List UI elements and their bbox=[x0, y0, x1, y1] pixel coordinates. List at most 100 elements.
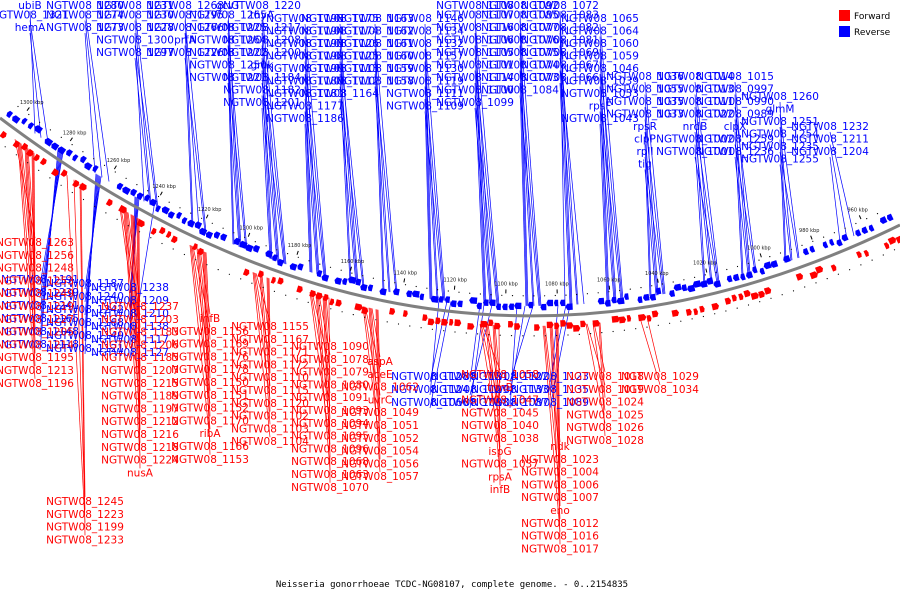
forward-gene-label: NGTW08_1093 bbox=[291, 405, 369, 417]
forward-gene-arrow bbox=[534, 324, 540, 331]
scale-dot bbox=[612, 330, 614, 333]
reverse-gene-arrow bbox=[234, 237, 241, 246]
reverse-gene-arrow bbox=[438, 296, 444, 303]
forward-gene-label: NGTW08_1170 bbox=[171, 415, 249, 427]
reverse-gene-label: NGTW08_1238 bbox=[91, 282, 169, 294]
forward-gene-label: NGTW08_1256 bbox=[0, 250, 74, 262]
forward-gene-arrow bbox=[514, 323, 521, 330]
label-connector bbox=[227, 10, 242, 248]
label-connector bbox=[29, 32, 42, 138]
label-connector bbox=[377, 309, 381, 383]
reverse-gene-arrow bbox=[611, 296, 617, 304]
reverse-gene-arrow bbox=[253, 245, 261, 253]
forward-gene-label: NGTW08_1253 bbox=[0, 275, 74, 287]
scale-dot bbox=[352, 314, 354, 316]
label-connector bbox=[261, 82, 285, 264]
label-connector bbox=[694, 94, 713, 284]
scale-dot bbox=[855, 222, 857, 225]
reverse-gene-label: rpsR bbox=[633, 121, 657, 133]
label-connector bbox=[424, 86, 438, 300]
forward-gene-arrow bbox=[26, 148, 34, 157]
forward-gene-label: NGTW08_1006 bbox=[521, 479, 599, 491]
reverse-gene-label: NGTW08_1242 bbox=[46, 304, 124, 316]
reverse-gene-label: NGTW08_1075 bbox=[481, 47, 559, 59]
scale-dot bbox=[866, 218, 868, 220]
scale-dot bbox=[341, 311, 343, 313]
forward-gene-label: nusA bbox=[127, 467, 154, 479]
scale-label: 1180 kbp bbox=[288, 243, 312, 249]
reverse-gene-arrow bbox=[637, 296, 643, 304]
label-connector bbox=[134, 10, 159, 209]
scale-dot bbox=[871, 259, 873, 261]
reverse-gene-label: NGTW08_1036 bbox=[606, 71, 684, 83]
forward-gene-label: NGTW08_1056 bbox=[341, 458, 419, 470]
forward-gene-label: NGTW08_1062 bbox=[341, 382, 419, 394]
reverse-gene-label: NGTW08_1135 bbox=[511, 384, 589, 396]
label-connector bbox=[184, 57, 206, 233]
reverse-gene-label: NGTW08_1228 bbox=[96, 22, 174, 34]
label-connector bbox=[261, 107, 271, 259]
scale-dot bbox=[490, 294, 492, 296]
reverse-gene-arrow bbox=[855, 229, 862, 237]
reverse-gene-label: NGTW08_1138 bbox=[91, 321, 169, 333]
scale-dot bbox=[576, 293, 578, 296]
scale-dot bbox=[499, 334, 501, 336]
reverse-gene-label: NGTW08_1225 bbox=[189, 22, 267, 34]
forward-gene-arrow bbox=[795, 273, 803, 281]
reverse-gene-label: NGTW08_1235 bbox=[741, 141, 819, 153]
reverse-gene-label: NGTW08_1083 bbox=[521, 10, 599, 22]
forward-gene-label: NGTW08_1115 bbox=[231, 385, 309, 397]
scale-dot bbox=[222, 227, 224, 229]
reverse-gene-label: NGTW08_1001 bbox=[656, 146, 734, 158]
label-connector bbox=[261, 57, 279, 262]
reverse-gene-label: NGTW08_1066 bbox=[521, 72, 599, 84]
reverse-gene-label: NGTW08_1182 bbox=[223, 85, 301, 97]
scale-dot bbox=[297, 256, 299, 258]
scale-dot bbox=[372, 277, 374, 279]
label-connector bbox=[779, 151, 799, 259]
forward-gene-label: NGTW08_1224 bbox=[101, 455, 179, 467]
label-connector bbox=[585, 323, 606, 424]
reverse-gene-label: NGTW08_1220 bbox=[223, 0, 301, 12]
reverse-gene-label: NGTW08_1011 bbox=[656, 96, 734, 108]
label-connector bbox=[84, 10, 110, 182]
label-connector bbox=[328, 297, 331, 483]
label-connector bbox=[474, 20, 500, 306]
forward-gene-arrow bbox=[51, 168, 59, 177]
forward-gene-arrow bbox=[883, 242, 890, 250]
reverse-gene-arrow bbox=[783, 255, 791, 263]
forward-gene-arrow bbox=[480, 320, 489, 328]
reverse-gene-label: NGTW08_1168 bbox=[46, 317, 124, 329]
reverse-gene-label: NGTW08_1076 bbox=[481, 35, 559, 47]
label-connector bbox=[73, 179, 86, 510]
label-connector bbox=[134, 32, 145, 202]
label-connector bbox=[474, 95, 498, 306]
reverse-gene-label: NGTW08_1251 bbox=[741, 116, 819, 128]
scale-dot bbox=[447, 290, 449, 292]
reverse-gene-label: NGTW08_1240 bbox=[46, 291, 124, 303]
forward-gene-label: NGTW08_1110 bbox=[231, 372, 309, 384]
scale-dot bbox=[704, 274, 706, 276]
label-connector bbox=[599, 86, 609, 302]
forward-gene-label: NGTW08_1172 bbox=[231, 359, 309, 371]
label-connector bbox=[429, 301, 452, 409]
label-connector bbox=[259, 274, 271, 425]
scale-dot bbox=[657, 324, 659, 326]
reverse-gene-arrow bbox=[508, 303, 514, 310]
forward-gene-label: NGTW08_1199 bbox=[46, 522, 124, 534]
forward-gene-arrow bbox=[830, 264, 837, 272]
scale-dot bbox=[747, 304, 750, 306]
reverse-gene-label: NGTW08_1268 bbox=[146, 0, 224, 12]
label-connector bbox=[424, 48, 439, 300]
label-connector bbox=[79, 183, 86, 536]
scale-dot bbox=[351, 272, 353, 274]
label-connector bbox=[519, 82, 527, 306]
scale-dot bbox=[876, 213, 879, 215]
forward-gene-label: aceE bbox=[367, 369, 392, 381]
genome-backbone bbox=[0, 116, 900, 318]
reverse-gene-arrow bbox=[770, 260, 779, 268]
reverse-gene-label: NGTW08_1084 bbox=[481, 85, 559, 97]
forward-gene-arrow bbox=[743, 289, 751, 298]
label-connector bbox=[304, 73, 319, 275]
reverse-gene-arrow bbox=[809, 245, 816, 253]
